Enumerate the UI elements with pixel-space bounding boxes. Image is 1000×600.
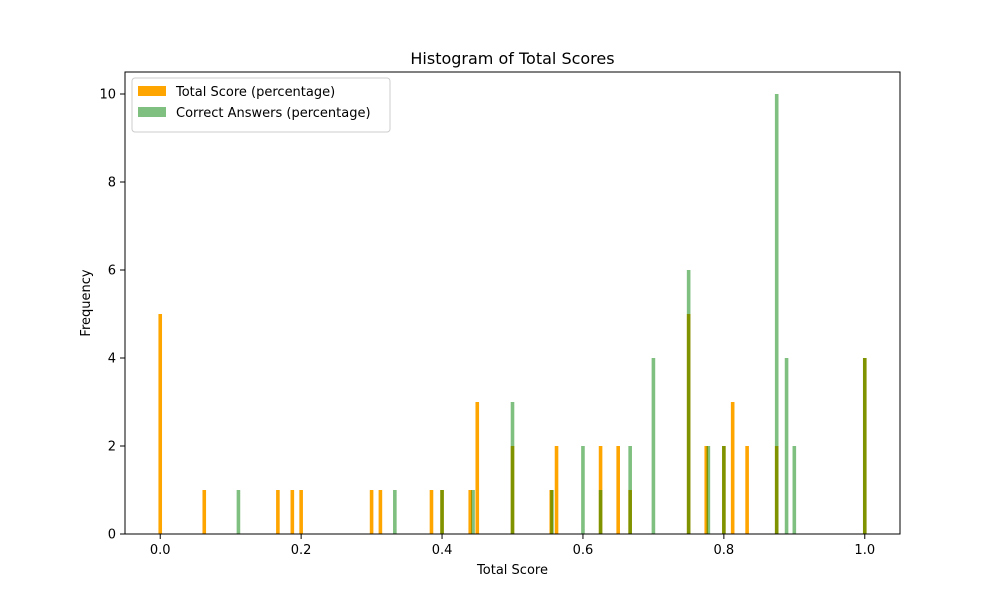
bar-series-1-13 — [774, 94, 779, 534]
x-tick-label: 0.8 — [714, 543, 735, 558]
bar-series-0-7 — [429, 490, 434, 534]
legend-swatch-0 — [138, 86, 166, 96]
y-tick-label: 0 — [108, 528, 116, 543]
bar-series-1-16 — [862, 358, 867, 534]
x-tick-label: 0.4 — [432, 543, 453, 558]
bar-series-1-9 — [651, 358, 656, 534]
bar-series-1-7 — [598, 490, 603, 534]
bar-series-0-2 — [276, 490, 280, 534]
x-tick-label: 0.2 — [291, 543, 312, 558]
bar-series-0-3 — [290, 490, 295, 534]
bar-series-1-12 — [722, 446, 726, 534]
x-axis-title: Total Score — [476, 563, 548, 578]
y-axis-title: Frequency — [79, 269, 94, 336]
y-axis-ticks: 0 2 4 6 8 10 — [99, 88, 125, 543]
legend-label-0: Total Score (percentage) — [175, 85, 335, 100]
bar-series-1-11 — [706, 446, 711, 534]
legend-box — [131, 77, 391, 133]
x-tick-label: 0.6 — [573, 543, 594, 558]
bar-series-0-4 — [299, 490, 303, 534]
bar-series-0-21 — [745, 446, 749, 534]
bar-series-0-13 — [554, 446, 559, 534]
bar-series-1-5 — [550, 490, 554, 534]
bar-series-0-5 — [369, 490, 374, 534]
bar-series-1-2 — [440, 490, 444, 534]
legend: Total Score (percentage) Correct Answers … — [131, 77, 391, 133]
bar-series-0-9 — [468, 490, 473, 534]
y-tick-label: 6 — [108, 264, 116, 279]
bar-series-1-14 — [784, 358, 789, 534]
bar-series-0-10 — [475, 402, 480, 534]
bar-series-1-6 — [581, 446, 585, 534]
bar-series-1-0 — [236, 490, 241, 534]
bar-series-0-15 — [616, 446, 620, 534]
bar-series-0-18 — [704, 446, 709, 534]
bar-series-1-3 — [471, 490, 475, 534]
legend-swatch-1 — [138, 107, 166, 117]
bar-series-1-1 — [393, 490, 397, 534]
y-tick-label: 8 — [108, 176, 116, 191]
bar-series-0-20 — [730, 402, 735, 534]
bar-series-0-0 — [158, 314, 163, 534]
bar-series-1-10 — [686, 270, 691, 534]
bar-series-0-6 — [378, 490, 383, 534]
x-axis-ticks: 0.0 0.2 0.4 0.6 0.8 1.0 — [150, 534, 875, 558]
x-tick-label: 0.0 — [150, 543, 171, 558]
y-tick-label: 2 — [108, 440, 116, 455]
bar-series-0-1 — [202, 490, 207, 534]
chart-title: Histogram of Total Scores — [410, 49, 614, 68]
bar-series-1-4 — [510, 402, 515, 534]
x-tick-label: 1.0 — [854, 543, 875, 558]
plot-frame — [124, 71, 901, 535]
bar-series-1-8 — [628, 446, 632, 534]
y-tick-label: 10 — [99, 88, 116, 103]
y-tick-label: 4 — [108, 352, 116, 367]
bars-group — [158, 94, 867, 534]
legend-label-1: Correct Answers (percentage) — [176, 106, 371, 121]
bar-series-1-15 — [792, 446, 797, 534]
